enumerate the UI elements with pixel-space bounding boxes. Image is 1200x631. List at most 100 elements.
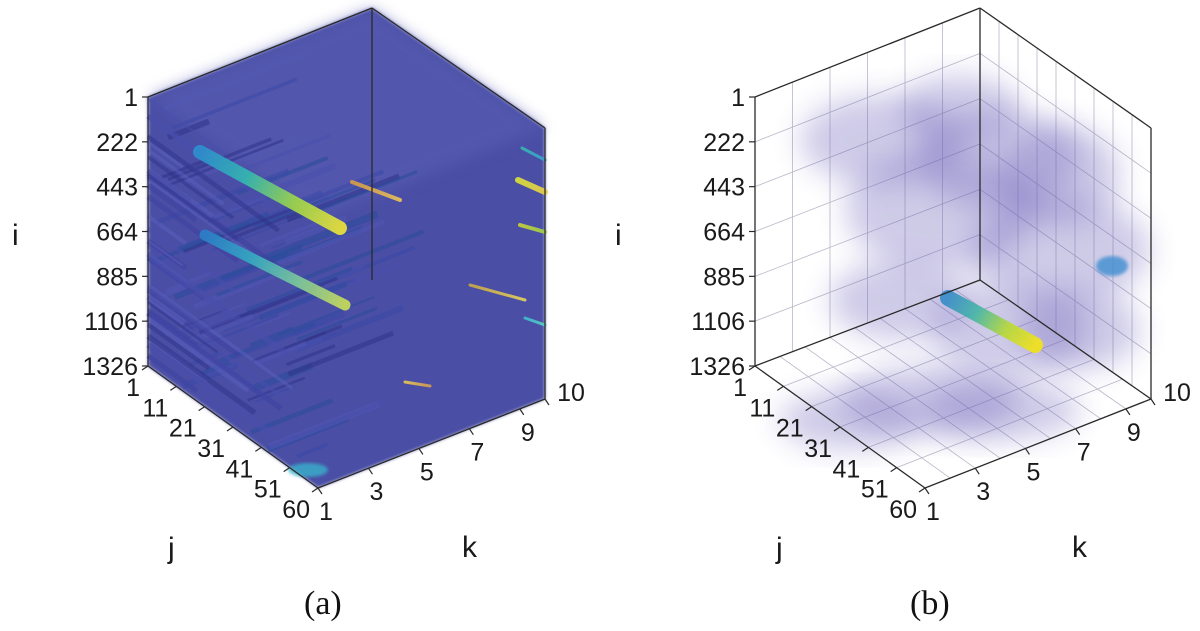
i-axis-tick-label: 1326	[82, 353, 138, 381]
i-axis-tick-label: 222	[96, 129, 138, 157]
volume-texture-stroke	[146, 255, 233, 319]
volume-texture-stroke	[146, 135, 280, 233]
k-axis-tick-label: 1	[319, 498, 333, 526]
volume-texture-stroke	[272, 219, 385, 267]
volume-hotspot	[350, 180, 402, 202]
panel-a-i-axis-label: i	[12, 219, 19, 252]
volume-hotspot	[523, 316, 547, 327]
box-edge	[924, 398, 1152, 489]
volume-texture-stroke	[146, 168, 215, 219]
i-axis-tick-label: 222	[703, 129, 745, 157]
j-axis-tick-mark	[918, 487, 926, 493]
volume-texture-stroke	[146, 214, 187, 245]
i-axis-tick-label: 664	[703, 219, 745, 247]
panel-a-volume	[146, 8, 548, 488]
volume-texture-stroke	[162, 52, 304, 112]
j-axis-tick-label: 31	[197, 435, 225, 463]
k-axis-tick-label: 5	[1026, 458, 1040, 486]
volume-texture-stroke	[290, 229, 425, 286]
box-edge	[979, 7, 1152, 129]
j-axis-tick-label: 1	[733, 374, 747, 402]
j-axis-tick-mark	[748, 365, 756, 371]
volume-texture-stroke	[246, 266, 353, 313]
j-axis-tick-label: 51	[861, 476, 889, 504]
volume-texture-stroke	[147, 148, 225, 206]
volume-texture-stroke	[146, 315, 251, 393]
panel-b-j-axis-label: j	[775, 532, 783, 565]
volume-texture-stroke	[205, 211, 262, 236]
j-axis-tick-mark	[862, 446, 869, 452]
i-axis-tick-label: 885	[703, 263, 745, 291]
k-axis-tick-mark	[544, 398, 550, 406]
volume-texture-stroke	[234, 276, 338, 320]
volume-hotspot	[193, 145, 347, 235]
volume-haze	[780, 390, 920, 450]
volume-texture-stroke	[147, 244, 187, 274]
j-axis-tick-label: 60	[282, 496, 310, 524]
j-axis-tick-mark	[890, 467, 897, 473]
panel-a-j-axis-label: j	[167, 532, 175, 565]
volume-hotspot	[515, 177, 548, 195]
j-axis-tick-mark	[170, 385, 177, 391]
k-axis-tick-label: 7	[470, 439, 484, 467]
k-axis-tick-label: 5	[420, 458, 434, 486]
k-axis-tick-label: 7	[1077, 439, 1091, 467]
volume-texture-stroke	[147, 239, 184, 267]
k-axis-tick-mark	[924, 487, 930, 495]
volume-hotspot	[468, 283, 527, 302]
i-axis-tick-label: 885	[96, 263, 138, 291]
k-axis-tick-label: 10	[1163, 379, 1191, 407]
i-axis-tick-label: 443	[703, 174, 745, 202]
k-axis-tick-label: 9	[521, 419, 535, 447]
k-axis-tick-mark	[418, 448, 424, 455]
volume-texture-stroke	[287, 330, 395, 377]
j-axis-tick-mark	[833, 426, 841, 432]
i-axis-tick-label: 664	[96, 219, 138, 247]
j-axis-tick-mark	[283, 467, 290, 473]
volume-texture-stroke	[214, 321, 316, 365]
grid-line	[979, 53, 1152, 174]
j-axis-tick-label: 51	[254, 476, 282, 504]
volume-texture-stroke	[155, 168, 290, 225]
volume-texture-stroke	[267, 400, 385, 449]
volume-haze	[1020, 290, 1140, 370]
k-axis-tick-label: 3	[976, 478, 990, 506]
panel-b-i-axis-label: i	[615, 219, 622, 252]
volume-texture-stroke	[146, 171, 292, 278]
volume-texture-stroke	[146, 310, 283, 411]
box-edge	[979, 279, 1152, 400]
volume-texture-stroke	[296, 306, 378, 341]
volume-texture-stroke	[147, 140, 184, 169]
box-edge	[147, 7, 373, 98]
panel-b-caption: (b)	[910, 585, 950, 622]
j-axis-tick-label: 60	[889, 496, 917, 524]
k-axis-tick-label: 1	[926, 498, 940, 526]
volume-texture-stroke	[146, 322, 211, 371]
volume-texture-stroke	[182, 205, 299, 254]
j-axis-tick-label: 11	[749, 394, 775, 422]
volume-texture-stroke	[296, 442, 329, 459]
panel-a-caption: (a)	[304, 585, 342, 622]
volume-texture-stroke	[146, 342, 277, 439]
j-axis-tick-label: 41	[226, 455, 254, 483]
volume-texture-stroke	[253, 311, 292, 329]
volume-hotspot	[403, 380, 432, 388]
volume-texture-stroke	[146, 353, 199, 393]
volume-texture-stroke	[146, 299, 287, 401]
volume-texture-stroke	[146, 294, 187, 326]
volume-texture-stroke	[146, 285, 211, 334]
volume-haze	[920, 380, 1080, 440]
panel-a-k-axis-label: k	[462, 531, 478, 564]
j-axis-tick-label: 31	[804, 435, 832, 463]
volume-texture-stroke	[146, 155, 235, 220]
i-axis-tick-label: 1106	[691, 308, 745, 336]
k-axis-tick-mark	[317, 487, 323, 495]
k-axis-tick-mark	[974, 467, 980, 475]
volume-texture-stroke	[254, 178, 376, 229]
i-axis-tick-label: 1106	[84, 308, 138, 336]
k-axis-tick-label: 9	[1127, 419, 1141, 447]
